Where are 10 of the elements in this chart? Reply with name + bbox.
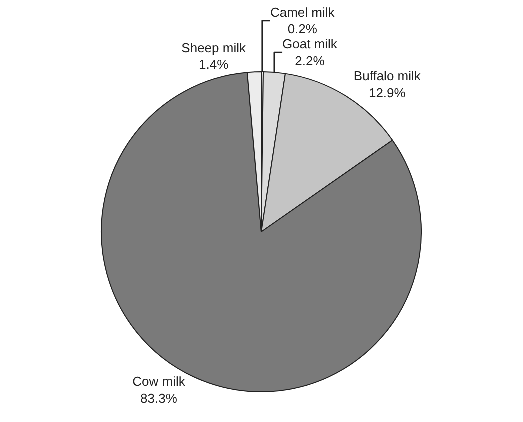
data-label: 0.2%: [288, 22, 318, 37]
slice-label: Goat milk: [282, 36, 338, 52]
slice-label: Sheep milk: [182, 40, 246, 56]
slice-label: Buffalo milk: [354, 68, 422, 84]
data-label: 12.9%: [368, 86, 406, 101]
data-label: 83.3%: [140, 391, 178, 406]
data-label: 1.4%: [199, 57, 230, 72]
slice-label: Camel milk: [270, 4, 336, 20]
data-label: 2.2%: [295, 54, 326, 69]
slice-label: Cow milk: [132, 374, 186, 390]
